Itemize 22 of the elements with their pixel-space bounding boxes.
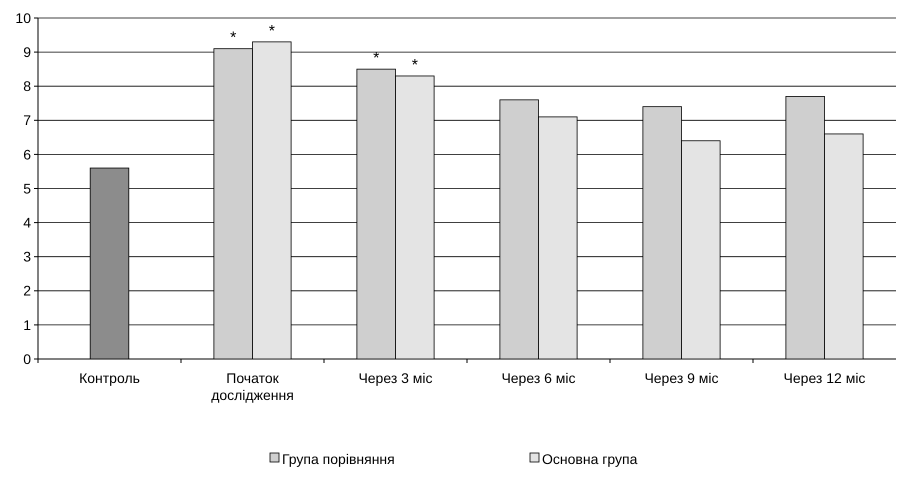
x-tick-label: Початок дослідження [211, 370, 294, 403]
y-tick-label: 9 [23, 44, 32, 60]
y-tick-label: 1 [23, 316, 32, 333]
y-tick-label: 5 [23, 180, 32, 196]
legend-label: Основна група [542, 450, 638, 467]
y-tick-label: 8 [23, 78, 32, 94]
x-tick-label: Через 9 міс [644, 370, 719, 386]
x-tick-label: Через 6 міс [501, 370, 576, 386]
annotation: * [268, 22, 275, 40]
y-tick-label: 0 [23, 350, 32, 367]
y-tick-label: 7 [23, 112, 32, 128]
legend-label: Група порівняння [282, 450, 395, 467]
y-tick-label: 3 [23, 248, 32, 265]
x-tick-label: Через 12 міс [784, 370, 866, 386]
x-tick-label: Через 3 міс [358, 370, 433, 386]
x-tick-label: Контроль [79, 370, 140, 386]
y-tick-label: 6 [23, 146, 32, 162]
y-tick-label: 2 [23, 282, 32, 299]
annotation: * [230, 30, 236, 47]
y-tick-label: 4 [23, 214, 32, 230]
y-tick-label: 10 [15, 10, 32, 26]
annotation: * [412, 56, 418, 74]
